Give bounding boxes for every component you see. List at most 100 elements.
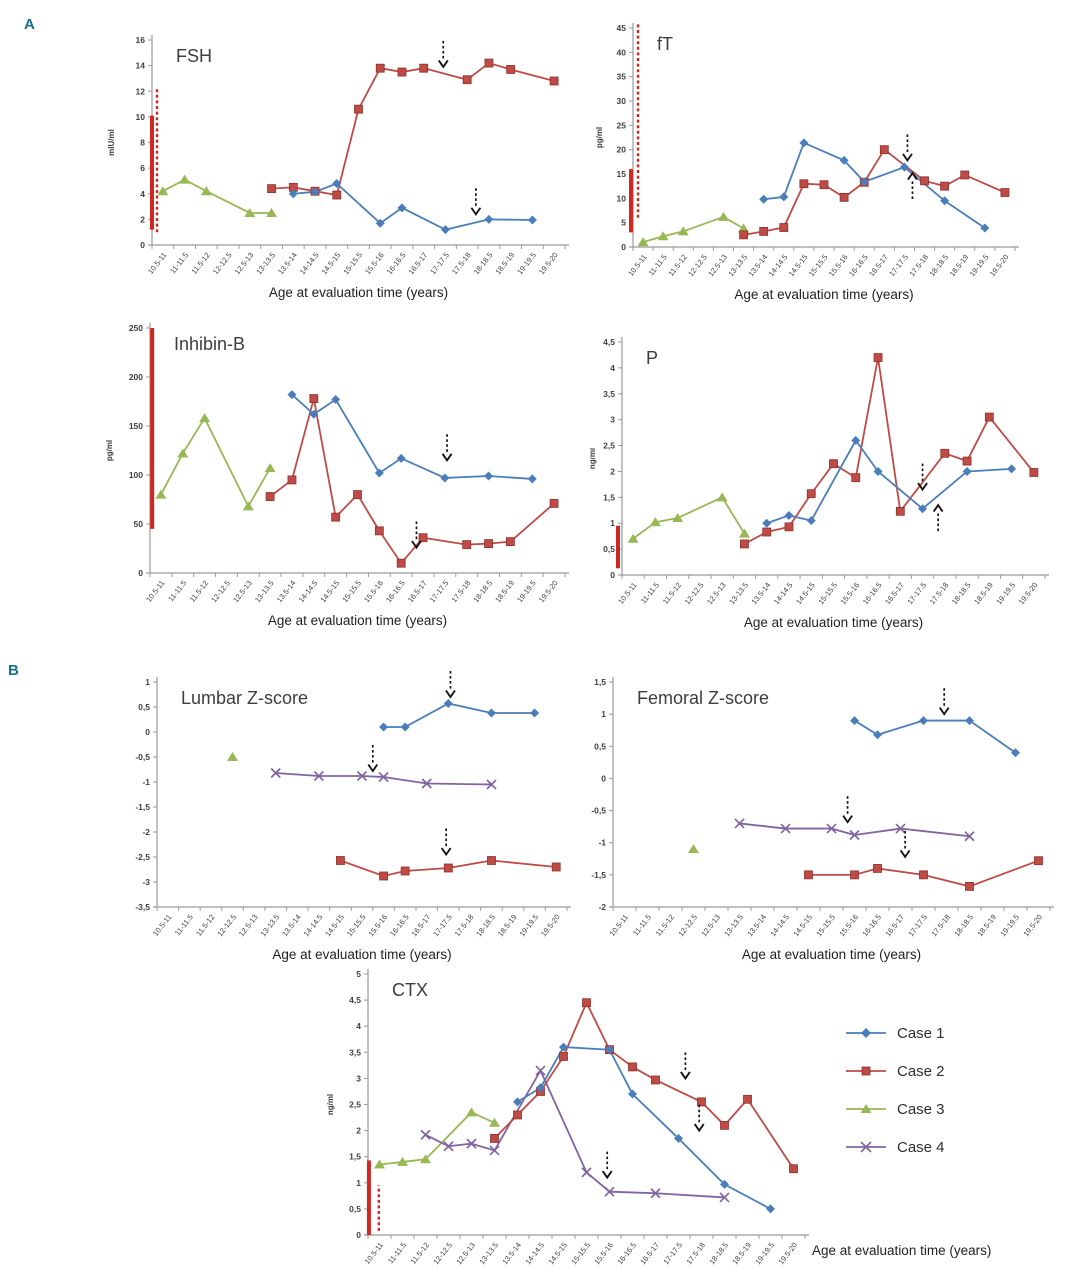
svg-text:18-18.5: 18-18.5 bbox=[472, 251, 495, 277]
svg-text:12-12.5: 12-12.5 bbox=[215, 913, 238, 939]
svg-text:18-18.5: 18-18.5 bbox=[474, 913, 497, 939]
svg-text:0,5: 0,5 bbox=[603, 544, 615, 554]
svg-text:Age at evaluation time (years): Age at evaluation time (years) bbox=[272, 947, 451, 962]
svg-text:13.5-14: 13.5-14 bbox=[276, 251, 299, 277]
svg-text:ng/ml: ng/ml bbox=[326, 1094, 335, 1115]
svg-text:17-17.5: 17-17.5 bbox=[905, 581, 928, 607]
svg-text:18.5-19: 18.5-19 bbox=[972, 581, 995, 607]
svg-text:1: 1 bbox=[610, 518, 615, 528]
svg-text:0,5: 0,5 bbox=[594, 741, 606, 751]
chart-femoral-z-score: -2 -1,5 -1 -0,5 0 0,5 1 1,5 10.5-11 11-11.5 11.5-1… bbox=[580, 662, 1068, 966]
legend-item-case-3: Case 3 bbox=[844, 1090, 1044, 1128]
svg-text:2: 2 bbox=[140, 214, 145, 224]
svg-text:11-11.5: 11-11.5 bbox=[166, 579, 188, 604]
svg-text:15-15.5: 15-15.5 bbox=[341, 251, 364, 277]
svg-text:13.5-14: 13.5-14 bbox=[750, 581, 773, 607]
svg-text:2: 2 bbox=[610, 466, 615, 476]
ft-plot: 05101520253035404510.5-1111-11.511.5-121… bbox=[595, 23, 1019, 302]
svg-text:19-19.5: 19-19.5 bbox=[515, 579, 538, 605]
case-3-marker-icon bbox=[846, 1104, 886, 1113]
svg-text:pg/ml: pg/ml bbox=[105, 440, 114, 461]
lumbar-z-score-plot: -3,5 -3 -2,5 -2 -1,5 -1 -0,5 0 0,5 1 10.5-11 11-11.… bbox=[135, 671, 571, 962]
svg-text:12.5-13: 12.5-13 bbox=[454, 1241, 477, 1267]
svg-text:30: 30 bbox=[617, 96, 627, 106]
panel-b-label: B bbox=[8, 662, 19, 679]
svg-text:17.5-18: 17.5-18 bbox=[450, 251, 473, 277]
svg-text:14.5-15: 14.5-15 bbox=[794, 581, 817, 607]
svg-text:4,5: 4,5 bbox=[603, 337, 615, 347]
svg-text:6: 6 bbox=[140, 163, 145, 173]
svg-text:19-19.5: 19-19.5 bbox=[515, 251, 538, 277]
svg-text:Age at evaluation time (years): Age at evaluation time (years) bbox=[268, 613, 447, 628]
svg-text:17-17.5: 17-17.5 bbox=[431, 913, 454, 939]
svg-text:3: 3 bbox=[356, 1073, 361, 1083]
svg-text:-1,5: -1,5 bbox=[135, 802, 150, 812]
svg-text:-0,5: -0,5 bbox=[135, 752, 150, 762]
svg-text:19.5-20: 19.5-20 bbox=[1021, 913, 1044, 939]
svg-text:15.5-16: 15.5-16 bbox=[366, 913, 389, 939]
svg-text:14-14.5: 14-14.5 bbox=[298, 251, 321, 277]
chart-lumbar-z-score: -3,5 -3 -2,5 -2 -1,5 -1 -0,5 0 0,5 1 10.5-11 11-11.… bbox=[115, 662, 583, 966]
svg-text:40: 40 bbox=[617, 47, 627, 57]
svg-text:11.5-12: 11.5-12 bbox=[409, 1241, 431, 1266]
svg-text:Lumbar Z-score: Lumbar Z-score bbox=[181, 688, 308, 708]
svg-text:10.5-11: 10.5-11 bbox=[608, 913, 630, 938]
svg-text:14-14.5: 14-14.5 bbox=[297, 579, 320, 605]
svg-text:3,5: 3,5 bbox=[349, 1047, 361, 1057]
svg-text:5: 5 bbox=[356, 969, 361, 979]
svg-text:19.5-20: 19.5-20 bbox=[988, 253, 1011, 279]
svg-text:13-13.5: 13-13.5 bbox=[477, 1241, 500, 1267]
svg-text:12-12.5: 12-12.5 bbox=[686, 253, 709, 279]
svg-text:14-14.5: 14-14.5 bbox=[523, 1241, 546, 1267]
svg-text:13-13.5: 13-13.5 bbox=[726, 253, 749, 279]
svg-text:19.5-20: 19.5-20 bbox=[537, 251, 560, 277]
legend-item-case-1: Case 1 bbox=[844, 1014, 1044, 1052]
svg-text:200: 200 bbox=[129, 372, 143, 382]
svg-text:11.5-12: 11.5-12 bbox=[188, 579, 210, 604]
svg-text:17-17.5: 17-17.5 bbox=[906, 913, 929, 939]
svg-text:18-18.5: 18-18.5 bbox=[707, 1241, 730, 1267]
svg-text:18-18.5: 18-18.5 bbox=[471, 579, 494, 605]
svg-text:2: 2 bbox=[356, 1126, 361, 1136]
svg-text:17.5-18: 17.5-18 bbox=[928, 581, 951, 607]
svg-text:-1,5: -1,5 bbox=[591, 870, 606, 880]
svg-text:Age at evaluation time (years): Age at evaluation time (years) bbox=[269, 285, 448, 300]
svg-text:Femoral Z-score: Femoral Z-score bbox=[637, 688, 769, 708]
svg-text:-1: -1 bbox=[598, 838, 606, 848]
svg-text:14.5-15: 14.5-15 bbox=[787, 253, 810, 279]
svg-text:15-15.5: 15-15.5 bbox=[814, 913, 837, 939]
svg-text:2,5: 2,5 bbox=[603, 441, 615, 451]
svg-text:16-16.5: 16-16.5 bbox=[860, 913, 883, 939]
svg-text:-3,5: -3,5 bbox=[135, 902, 150, 912]
svg-text:15.5-16: 15.5-16 bbox=[592, 1241, 615, 1267]
svg-text:18-18.5: 18-18.5 bbox=[950, 581, 973, 607]
svg-text:16: 16 bbox=[136, 35, 146, 45]
svg-text:12-12.5: 12-12.5 bbox=[209, 579, 232, 605]
svg-text:13.5-14: 13.5-14 bbox=[745, 913, 768, 939]
svg-text:2,5: 2,5 bbox=[349, 1100, 361, 1110]
chart-inhibin-b: 0 50 100 150 200 250 10.5-11 11-11.5 11.5-12 12-1… bbox=[100, 318, 585, 640]
svg-text:fT: fT bbox=[657, 34, 673, 54]
svg-text:1,5: 1,5 bbox=[349, 1152, 361, 1162]
svg-text:17-17.5: 17-17.5 bbox=[661, 1241, 684, 1267]
legend-label: Case 3 bbox=[897, 1100, 945, 1118]
svg-text:13.5-14: 13.5-14 bbox=[747, 253, 770, 279]
svg-text:1: 1 bbox=[601, 709, 606, 719]
svg-text:18-18.5: 18-18.5 bbox=[952, 913, 975, 939]
svg-text:5: 5 bbox=[621, 218, 626, 228]
svg-text:19.5-20: 19.5-20 bbox=[776, 1241, 799, 1267]
svg-text:0: 0 bbox=[138, 568, 143, 578]
svg-text:0: 0 bbox=[140, 240, 145, 250]
chart-fsh: 0 2 4 6 8 10 12 14 16 10.5-11 11-11.5 11.5-12 12-12.… bbox=[105, 14, 580, 306]
svg-text:18.5-19: 18.5-19 bbox=[975, 913, 998, 939]
svg-text:13-13.5: 13-13.5 bbox=[727, 581, 750, 607]
svg-text:15-15.5: 15-15.5 bbox=[807, 253, 830, 279]
svg-text:16-16.5: 16-16.5 bbox=[847, 253, 870, 279]
svg-text:15.5-16: 15.5-16 bbox=[827, 253, 850, 279]
svg-text:17.5-18: 17.5-18 bbox=[453, 913, 476, 939]
legend-label: Case 1 bbox=[897, 1024, 945, 1042]
svg-text:13.5-14: 13.5-14 bbox=[275, 579, 298, 605]
svg-text:15-15.5: 15-15.5 bbox=[816, 581, 839, 607]
svg-text:16.5-17: 16.5-17 bbox=[883, 913, 906, 939]
svg-text:45: 45 bbox=[617, 23, 627, 33]
